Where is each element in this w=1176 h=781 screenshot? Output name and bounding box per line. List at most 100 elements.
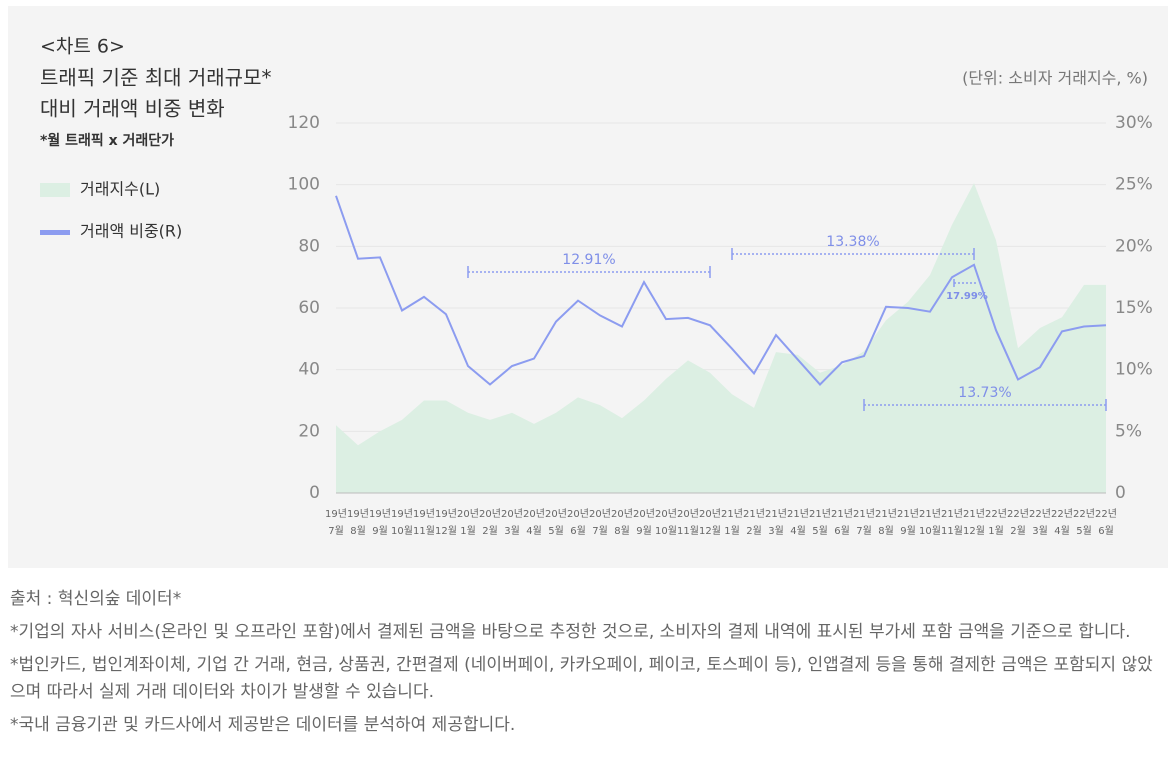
x-tick-label: 22년 [1051, 508, 1073, 520]
x-tick-label: 1월 [988, 525, 1004, 537]
y2-tick-label: 20% [1115, 236, 1153, 256]
x-tick-label: 22년 [1007, 508, 1029, 520]
x-tick-label: 20년 [611, 508, 633, 520]
x-tick-label: 22년 [1029, 508, 1051, 520]
y2-tick-label: 0 [1115, 483, 1126, 503]
x-tick-label: 21년 [875, 508, 897, 520]
x-tick-label: 19년 [347, 508, 369, 520]
legend-swatch [40, 183, 70, 197]
note: *법인카드, 법인계좌이체, 기업 간 거래, 현금, 상품권, 간편결제 (네… [10, 655, 1153, 702]
x-tick-label: 11월 [413, 525, 435, 537]
note: 출처 : 혁신의숲 데이터* [10, 589, 182, 609]
x-tick-label: 19년 [413, 508, 435, 520]
y-tick-label: 80 [298, 236, 320, 256]
x-tick-label: 2월 [1010, 525, 1026, 537]
x-tick-label: 20년 [655, 508, 677, 520]
x-tick-label: 12월 [963, 525, 985, 537]
x-tick-label: 21년 [831, 508, 853, 520]
x-tick-label: 21년 [721, 508, 743, 520]
y-tick-label: 0 [309, 483, 320, 503]
x-tick-label: 1월 [724, 525, 740, 537]
x-tick-label: 20년 [457, 508, 479, 520]
x-tick-label: 20년 [699, 508, 721, 520]
x-tick-label: 10월 [391, 525, 413, 537]
y-tick-label: 40 [298, 360, 320, 380]
x-tick-label: 4월 [526, 525, 542, 537]
x-tick-label: 10월 [919, 525, 941, 537]
x-tick-label: 12월 [699, 525, 721, 537]
notes: 출처 : 혁신의숲 데이터* *기업의 자사 서비스(온라인 및 오프라인 포함)… [10, 586, 1166, 745]
x-tick-label: 10월 [655, 525, 677, 537]
y-tick-label: 100 [288, 175, 320, 195]
x-tick-label: 6월 [570, 525, 586, 537]
legend-label: 거래지수(L) [80, 180, 160, 199]
x-tick-label: 21년 [743, 508, 765, 520]
x-tick-label: 5월 [812, 525, 828, 537]
x-tick-label: 9월 [900, 525, 916, 537]
x-tick-label: 20년 [567, 508, 589, 520]
x-tick-label: 11월 [677, 525, 699, 537]
x-tick-label: 20년 [523, 508, 545, 520]
x-tick-label: 8월 [878, 525, 894, 537]
x-tick-label: 8월 [350, 525, 366, 537]
x-tick-label: 22년 [1073, 508, 1095, 520]
x-tick-label: 3월 [768, 525, 784, 537]
y2-tick-label: 30% [1115, 113, 1153, 133]
x-tick-label: 22년 [985, 508, 1007, 520]
annotation-label: 13.38% [826, 234, 879, 250]
x-tick-label: 20년 [589, 508, 611, 520]
annotation-label: 12.91% [562, 252, 615, 268]
x-tick-label: 20년 [479, 508, 501, 520]
chart-subtitle: *월 트래픽 x 거래단가 [40, 132, 174, 149]
legend-label: 거래액 비중(R) [80, 222, 182, 241]
area [336, 183, 1106, 493]
x-tick-label: 8월 [614, 525, 630, 537]
chart-label: <차트 6> [40, 36, 125, 58]
line [335, 195, 1107, 386]
x-tick-label: 21년 [963, 508, 985, 520]
x-tick-label: 4월 [1054, 525, 1070, 537]
annotation-label: 17.99% [946, 291, 988, 302]
x-tick-label: 21년 [853, 508, 875, 520]
x-tick-label: 21년 [765, 508, 787, 520]
x-tick-label: 2월 [482, 525, 498, 537]
y2-tick-label: 10% [1115, 360, 1153, 380]
x-tick-label: 21년 [919, 508, 941, 520]
x-tick-label: 20년 [633, 508, 655, 520]
y-tick-label: 60 [298, 298, 320, 318]
x-tick-label: 20년 [677, 508, 699, 520]
x-tick-label: 21년 [897, 508, 919, 520]
x-tick-label: 3월 [504, 525, 520, 537]
x-tick-label: 4월 [790, 525, 806, 537]
x-tick-label: 22년 [1095, 508, 1117, 520]
x-tick-label: 21년 [787, 508, 809, 520]
x-tick-label: 6월 [1098, 525, 1114, 537]
x-tick-label: 20년 [545, 508, 567, 520]
x-tick-label: 21년 [941, 508, 963, 520]
note: *국내 금융기관 및 카드사에서 제공받은 데이터를 분석하여 제공합니다. [10, 715, 516, 735]
x-tick-label: 7월 [328, 525, 344, 537]
y-tick-label: 20 [298, 421, 320, 441]
legend-swatch [40, 230, 70, 235]
y2-tick-label: 15% [1115, 298, 1153, 318]
x-tick-label: 1월 [460, 525, 476, 537]
x-tick-label: 11월 [941, 525, 963, 537]
x-tick-label: 12월 [435, 525, 457, 537]
x-tick-label: 2월 [746, 525, 762, 537]
x-tick-label: 5월 [1076, 525, 1092, 537]
x-tick-label: 9월 [636, 525, 652, 537]
x-tick-label: 21년 [809, 508, 831, 520]
chart-title: 트래픽 기준 최대 거래규모* [40, 66, 271, 90]
note: *기업의 자사 서비스(온라인 및 오프라인 포함)에서 결제된 금액을 바탕으… [10, 622, 1131, 642]
x-tick-label: 19년 [325, 508, 347, 520]
x-tick-label: 7월 [856, 525, 872, 537]
x-tick-label: 6월 [834, 525, 850, 537]
y2-tick-label: 5% [1115, 421, 1142, 441]
chart-title: 대비 거래액 비중 변화 [40, 97, 225, 121]
chart: <차트 6> 트래픽 기준 최대 거래규모* 대비 거래액 비중 변화 *월 트… [40, 36, 1153, 537]
y2-tick-label: 25% [1115, 175, 1153, 195]
annotation-label: 13.73% [958, 385, 1011, 401]
x-tick-label: 5월 [548, 525, 564, 537]
x-tick-label: 20년 [501, 508, 523, 520]
